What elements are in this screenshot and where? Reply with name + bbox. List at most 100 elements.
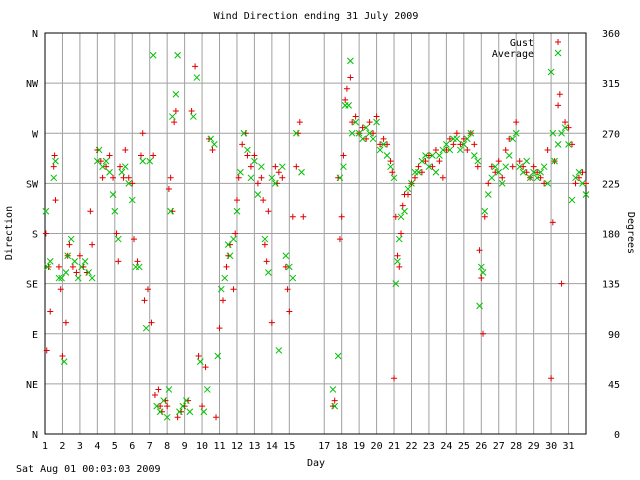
- average-point: [530, 168, 537, 176]
- gust-point: [502, 146, 509, 153]
- average-point: [193, 74, 201, 81]
- average-point: [289, 274, 297, 282]
- gust-point: [488, 163, 495, 170]
- gust-point: [343, 85, 350, 92]
- average-point: [46, 257, 54, 265]
- average-point: [146, 157, 154, 165]
- gust-point: [450, 141, 457, 148]
- right-tick-label: 90: [608, 330, 620, 341]
- average-point: [418, 157, 426, 165]
- average-point: [265, 269, 272, 276]
- gust-point: [120, 174, 127, 181]
- left-tick-label: S: [32, 230, 38, 241]
- gust-point: [167, 174, 174, 181]
- average-point: [167, 207, 175, 215]
- average-point: [443, 141, 450, 148]
- x-tick-label: 12: [231, 441, 243, 452]
- gust-point: [370, 130, 377, 137]
- gust-point: [331, 397, 338, 404]
- average-point: [352, 118, 359, 126]
- gust-point: [411, 174, 418, 181]
- gust-point: [244, 152, 251, 159]
- average-point: [411, 168, 419, 176]
- gust-point: [150, 152, 157, 159]
- average-point: [505, 152, 513, 159]
- average-point: [369, 135, 377, 143]
- x-tick-label: 17: [318, 441, 330, 452]
- gust-point: [239, 141, 246, 148]
- gust-point: [268, 319, 275, 326]
- average-point: [415, 168, 422, 176]
- average-point: [233, 207, 241, 215]
- gust-point: [446, 135, 453, 142]
- average-point: [111, 207, 119, 215]
- average-point: [261, 235, 269, 243]
- average-point: [292, 129, 300, 137]
- x-tick-label: 25: [458, 441, 470, 452]
- gust-point: [523, 169, 530, 176]
- chart-title: Wind Direction ending 31 July 2009: [214, 11, 419, 22]
- x-tick-label: 20: [371, 441, 383, 452]
- gust-point: [555, 39, 561, 45]
- gust-point: [192, 63, 199, 70]
- left-tick-label: NW: [26, 79, 39, 90]
- gust-point: [478, 275, 485, 282]
- average-point: [183, 397, 190, 404]
- gust-point: [537, 174, 544, 181]
- gust-point: [495, 158, 502, 165]
- average-point: [142, 324, 150, 332]
- y-axis-label-left: Direction: [4, 206, 15, 260]
- gust-point: [69, 263, 76, 270]
- average-point: [156, 408, 164, 416]
- x-tick-label: 28: [510, 441, 522, 452]
- gust-point: [97, 158, 104, 165]
- gust-point: [272, 163, 279, 170]
- average-point: [244, 146, 251, 154]
- gust-point: [415, 163, 422, 170]
- gust-point: [429, 163, 436, 170]
- gust-point: [188, 107, 195, 114]
- gust-point: [195, 353, 202, 360]
- left-tick-label: SE: [26, 280, 38, 291]
- average-point: [176, 408, 183, 416]
- average-point: [62, 269, 70, 276]
- average-point: [237, 168, 244, 176]
- average-point: [477, 263, 485, 271]
- average-point: [67, 235, 75, 243]
- average-point: [118, 168, 126, 176]
- average-point: [565, 141, 572, 148]
- gust-point: [392, 213, 399, 220]
- gust-point: [125, 174, 132, 181]
- gust-point: [43, 347, 50, 354]
- gust-point: [254, 180, 261, 187]
- x-tick-label: 5: [112, 441, 118, 452]
- gust-point: [555, 102, 562, 109]
- average-point: [362, 124, 370, 132]
- gust-point: [572, 180, 579, 187]
- gust-point: [165, 185, 172, 192]
- average-point: [481, 207, 489, 215]
- gust-point: [57, 286, 64, 293]
- gust-point: [141, 297, 148, 304]
- gust-point: [50, 163, 57, 170]
- average-point: [359, 135, 366, 143]
- gust-point: [347, 74, 354, 81]
- average-point: [254, 191, 262, 198]
- average-point: [102, 157, 110, 165]
- average-point: [153, 402, 161, 410]
- gust-point: [460, 135, 467, 142]
- average-point: [572, 174, 579, 182]
- x-tick-label: 14: [266, 441, 278, 452]
- average-point: [329, 386, 337, 393]
- average-point: [516, 163, 524, 171]
- average-point: [575, 168, 583, 176]
- gust-point: [209, 146, 216, 153]
- gust-point: [113, 230, 120, 237]
- average-point: [336, 174, 344, 182]
- average-point: [561, 124, 569, 132]
- average-point: [163, 413, 171, 421]
- gust-point: [289, 213, 296, 220]
- gust-point: [380, 135, 387, 142]
- x-tick-label: 1: [42, 441, 48, 452]
- average-point: [217, 285, 225, 293]
